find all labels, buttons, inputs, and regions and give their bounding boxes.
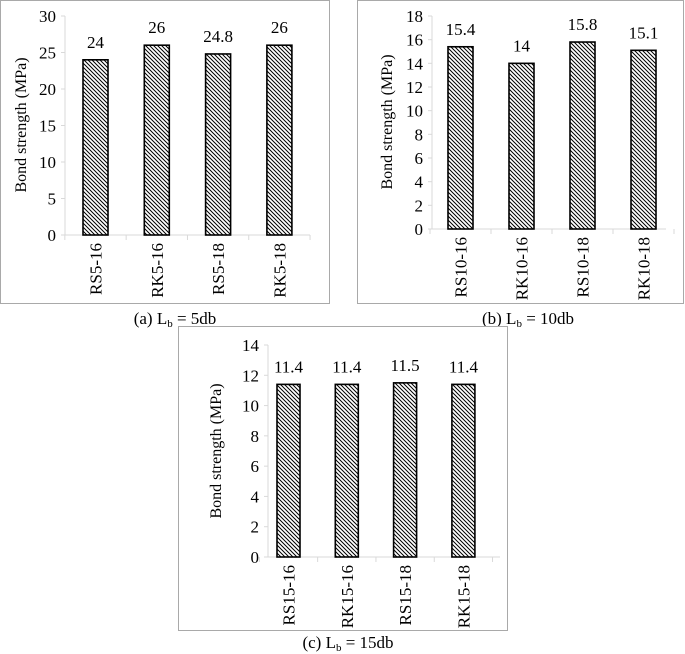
- x-tick-label: RS10-16: [452, 237, 471, 297]
- x-tick-label: RS10-18: [574, 237, 593, 297]
- y-tick-label: 2: [251, 518, 260, 537]
- data-label: 11.4: [274, 357, 304, 376]
- bar: [630, 49, 657, 230]
- bar: [276, 383, 301, 558]
- bar: [508, 62, 535, 230]
- y-tick-label: 4: [251, 487, 260, 506]
- data-label: 24.8: [203, 27, 233, 46]
- x-tick-label: RS5-18: [209, 243, 228, 295]
- x-tick-label: RK15-18: [454, 565, 473, 628]
- y-tick-label: 15: [39, 117, 56, 136]
- data-label: 15.4: [446, 20, 476, 39]
- bar: [392, 382, 418, 558]
- bar: [82, 58, 109, 236]
- bar: [447, 45, 474, 230]
- x-tick-label: RS5-16: [87, 243, 106, 295]
- y-tick-label: 6: [415, 149, 424, 168]
- x-tick-label: RK5-18: [270, 243, 289, 298]
- y-tick-label: 0: [415, 220, 424, 239]
- y-tick-label: 25: [39, 44, 56, 63]
- bar: [334, 383, 360, 558]
- x-tick-label: RK10-18: [635, 237, 654, 300]
- y-tick-label: 20: [39, 80, 56, 99]
- y-tick-label: 8: [251, 427, 260, 446]
- y-tick-label: 5: [48, 190, 57, 209]
- y-tick-label: 18: [406, 7, 423, 26]
- y-tick-label: 8: [415, 125, 424, 144]
- chart-b-caption: (b) Lb = 10db: [481, 309, 575, 330]
- y-tick-label: 4: [415, 173, 424, 192]
- x-tick-label: RK5-16: [148, 243, 167, 298]
- bar: [204, 53, 232, 236]
- data-label: 14: [513, 36, 531, 55]
- y-tick-label: 0: [251, 548, 260, 567]
- x-tick-label: RS15-16: [280, 565, 299, 625]
- data-label: 11.4: [449, 357, 479, 376]
- y-axis-title: Bond strength (MPa): [208, 383, 225, 518]
- chart-c-caption: (c) Lb = 15db: [302, 633, 394, 654]
- chart-a-caption: (a) Lb = 5db: [133, 309, 217, 330]
- y-tick-label: 10: [39, 153, 56, 172]
- bar: [569, 41, 596, 230]
- y-tick-label: 10: [406, 102, 423, 121]
- x-tick-label: RS15-18: [396, 565, 415, 625]
- bar: [451, 383, 476, 558]
- y-tick-label: 30: [39, 7, 56, 26]
- y-tick-label: 10: [242, 397, 259, 416]
- x-tick-label: RK10-16: [513, 237, 532, 300]
- data-label: 11.4: [332, 357, 362, 376]
- x-tick-label: RK15-16: [338, 565, 357, 628]
- y-tick-label: 12: [406, 78, 423, 97]
- data-label: 15.1: [629, 23, 659, 42]
- y-tick-label: 14: [406, 54, 424, 73]
- y-tick-label: 14: [242, 336, 260, 355]
- bar: [143, 44, 171, 236]
- y-axis-title: Bond strength (MPa): [13, 57, 30, 192]
- y-tick-label: 6: [251, 457, 260, 476]
- y-tick-label: 2: [415, 196, 424, 215]
- y-tick-label: 12: [242, 366, 259, 385]
- y-tick-label: 16: [406, 31, 423, 50]
- data-label: 24: [87, 33, 105, 52]
- data-label: 15.8: [568, 15, 598, 34]
- y-tick-label: 0: [48, 226, 57, 245]
- y-axis-title: Bond strength (MPa): [379, 54, 396, 189]
- data-label: 26: [271, 18, 288, 37]
- data-label: 11.5: [391, 356, 420, 375]
- data-label: 26: [148, 18, 165, 37]
- bar: [266, 44, 293, 236]
